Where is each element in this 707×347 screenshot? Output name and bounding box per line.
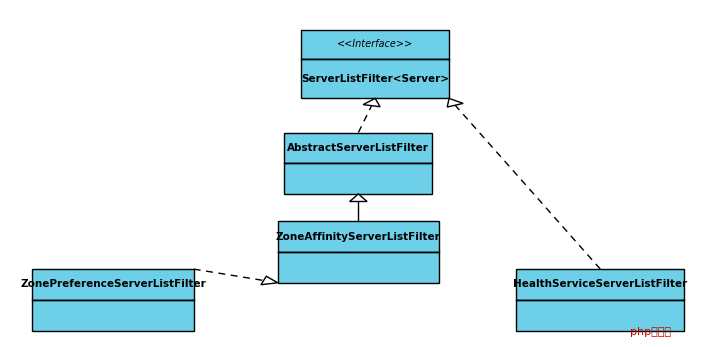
- Bar: [301, 59, 449, 99]
- Bar: [301, 30, 449, 59]
- Text: ZoneAffinityServerListFilter: ZoneAffinityServerListFilter: [276, 232, 440, 242]
- Polygon shape: [363, 99, 380, 107]
- Polygon shape: [448, 99, 463, 107]
- Text: AbstractServerListFilter: AbstractServerListFilter: [288, 143, 429, 153]
- Bar: [284, 133, 432, 163]
- Bar: [278, 221, 439, 252]
- Text: php中文网: php中文网: [630, 327, 671, 337]
- Polygon shape: [261, 276, 278, 285]
- Text: ZonePreferenceServerListFilter: ZonePreferenceServerListFilter: [21, 279, 206, 289]
- Bar: [33, 269, 194, 300]
- Text: <<Interface>>: <<Interface>>: [337, 40, 413, 49]
- Bar: [516, 300, 684, 331]
- Bar: [516, 269, 684, 300]
- Polygon shape: [350, 194, 367, 202]
- Bar: [284, 163, 432, 194]
- Text: HealthServiceServerListFilter: HealthServiceServerListFilter: [513, 279, 687, 289]
- Text: ServerListFilter<Server>: ServerListFilter<Server>: [301, 74, 449, 84]
- Bar: [278, 252, 439, 283]
- Bar: [33, 300, 194, 331]
